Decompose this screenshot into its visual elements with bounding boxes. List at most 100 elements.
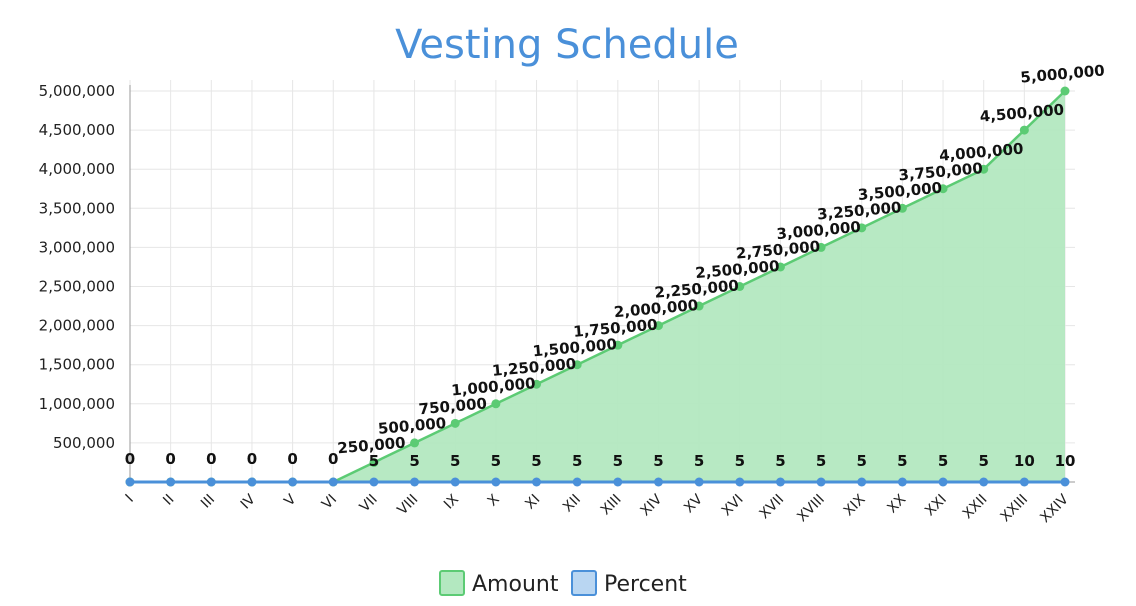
percent-data-label: 5 [369, 452, 379, 470]
percent-point[interactable] [125, 477, 135, 487]
percent-point[interactable] [328, 477, 338, 487]
x-tick-label: XIV [638, 491, 666, 519]
amount-point[interactable] [491, 399, 501, 409]
percent-data-label: 5 [978, 452, 988, 470]
y-tick-label: 4,500,000 [39, 121, 115, 139]
amount-point[interactable] [694, 301, 704, 311]
percent-data-label: 5 [775, 452, 785, 470]
legend-label-amount[interactable]: Amount [472, 572, 559, 597]
amount-data-label: 500,000 [377, 414, 447, 438]
y-tick-label: 1,000,000 [39, 395, 115, 413]
percent-data-label: 5 [694, 452, 704, 470]
amount-point[interactable] [775, 262, 785, 272]
amount-data-label: 0 [206, 450, 216, 468]
percent-point[interactable] [532, 477, 542, 487]
y-tick-label: 5,000,000 [39, 82, 115, 100]
x-tick-label: XXI [922, 492, 950, 520]
percent-point[interactable] [369, 477, 379, 487]
amount-point[interactable] [857, 223, 867, 233]
percent-point[interactable] [816, 477, 826, 487]
amount-point[interactable] [816, 242, 826, 252]
percent-data-label: 5 [491, 452, 501, 470]
legend-label-percent[interactable]: Percent [604, 572, 687, 597]
percent-point[interactable] [1060, 477, 1070, 487]
amount-area-fill [130, 91, 1065, 482]
percent-point[interactable] [938, 477, 948, 487]
percent-point[interactable] [450, 477, 460, 487]
amount-point[interactable] [1060, 86, 1070, 96]
x-tick-label: XXIII [998, 492, 1032, 526]
x-tick-label: VII [357, 492, 381, 516]
percent-point[interactable] [857, 477, 867, 487]
percent-data-label: 5 [409, 452, 419, 470]
percent-point[interactable] [288, 477, 298, 487]
percent-point[interactable] [897, 477, 907, 487]
amount-point[interactable] [897, 203, 907, 213]
amount-data-label: 0 [287, 450, 297, 468]
percent-point[interactable] [735, 477, 745, 487]
percent-point[interactable] [491, 477, 501, 487]
amount-data-label: 5,000,000 [1020, 61, 1106, 86]
percent-data-label: 5 [531, 452, 541, 470]
legend-swatch-amount[interactable] [439, 570, 465, 596]
percent-point[interactable] [166, 477, 176, 487]
x-tick-label: II [160, 492, 177, 509]
amount-data-label: 250,000 [337, 434, 407, 458]
percent-point[interactable] [410, 477, 420, 487]
y-tick-label: 500,000 [53, 434, 115, 452]
percent-point[interactable] [653, 477, 663, 487]
percent-point[interactable] [1019, 477, 1029, 487]
legend-swatch-percent[interactable] [571, 570, 597, 596]
amount-point[interactable] [410, 438, 420, 448]
amount-data-label: 750,000 [418, 394, 488, 418]
amount-point[interactable] [613, 340, 623, 350]
percent-point[interactable] [775, 477, 785, 487]
percent-point[interactable] [572, 477, 582, 487]
x-tick-label: V [281, 491, 299, 509]
y-tick-label: 4,000,000 [39, 160, 115, 178]
y-tick-label: 1,500,000 [39, 356, 115, 374]
x-tick-label: IV [238, 491, 259, 512]
x-tick-label: XV [681, 491, 706, 516]
percent-point[interactable] [979, 477, 989, 487]
y-tick-label: 3,000,000 [39, 238, 115, 256]
amount-point[interactable] [979, 164, 989, 174]
x-tick-label: IX [441, 491, 462, 512]
percent-data-label: 5 [450, 452, 460, 470]
percent-data-label: 10 [1014, 452, 1035, 470]
y-tick-label: 2,500,000 [39, 278, 115, 296]
amount-point[interactable] [1019, 125, 1029, 135]
x-tick-label: XVIII [794, 492, 828, 526]
percent-point[interactable] [206, 477, 216, 487]
amount-point[interactable] [735, 282, 745, 291]
x-tick-label: XXIV [1037, 491, 1072, 526]
amount-point[interactable] [653, 321, 663, 331]
percent-data-label: 5 [735, 452, 745, 470]
x-tick-label: XVII [757, 492, 788, 523]
percent-data-label: 5 [897, 452, 907, 470]
amount-point[interactable] [369, 457, 379, 467]
x-tick-label: VI [319, 492, 340, 513]
x-tick-label: XVI [719, 492, 747, 520]
percent-point[interactable] [247, 477, 257, 487]
amount-point[interactable] [938, 184, 948, 194]
amount-data-label: 0 [328, 450, 338, 468]
x-tick-label: III [198, 492, 218, 512]
percent-point[interactable] [694, 477, 704, 487]
x-tick-label: XIII [598, 492, 625, 519]
chart-title: Vesting Schedule [395, 22, 739, 68]
percent-data-label: 5 [653, 452, 663, 470]
amount-point[interactable] [532, 379, 542, 389]
x-tick-label: XX [884, 491, 909, 516]
percent-data-label: 5 [857, 452, 867, 470]
x-tick-label: XIX [841, 491, 869, 519]
percent-data-label: 5 [816, 452, 826, 470]
percent-point[interactable] [613, 477, 623, 487]
amount-data-label: 0 [165, 450, 175, 468]
x-tick-label: I [123, 492, 137, 506]
percent-series [125, 477, 1070, 487]
amount-point[interactable] [572, 360, 582, 370]
amount-point[interactable] [450, 418, 460, 428]
